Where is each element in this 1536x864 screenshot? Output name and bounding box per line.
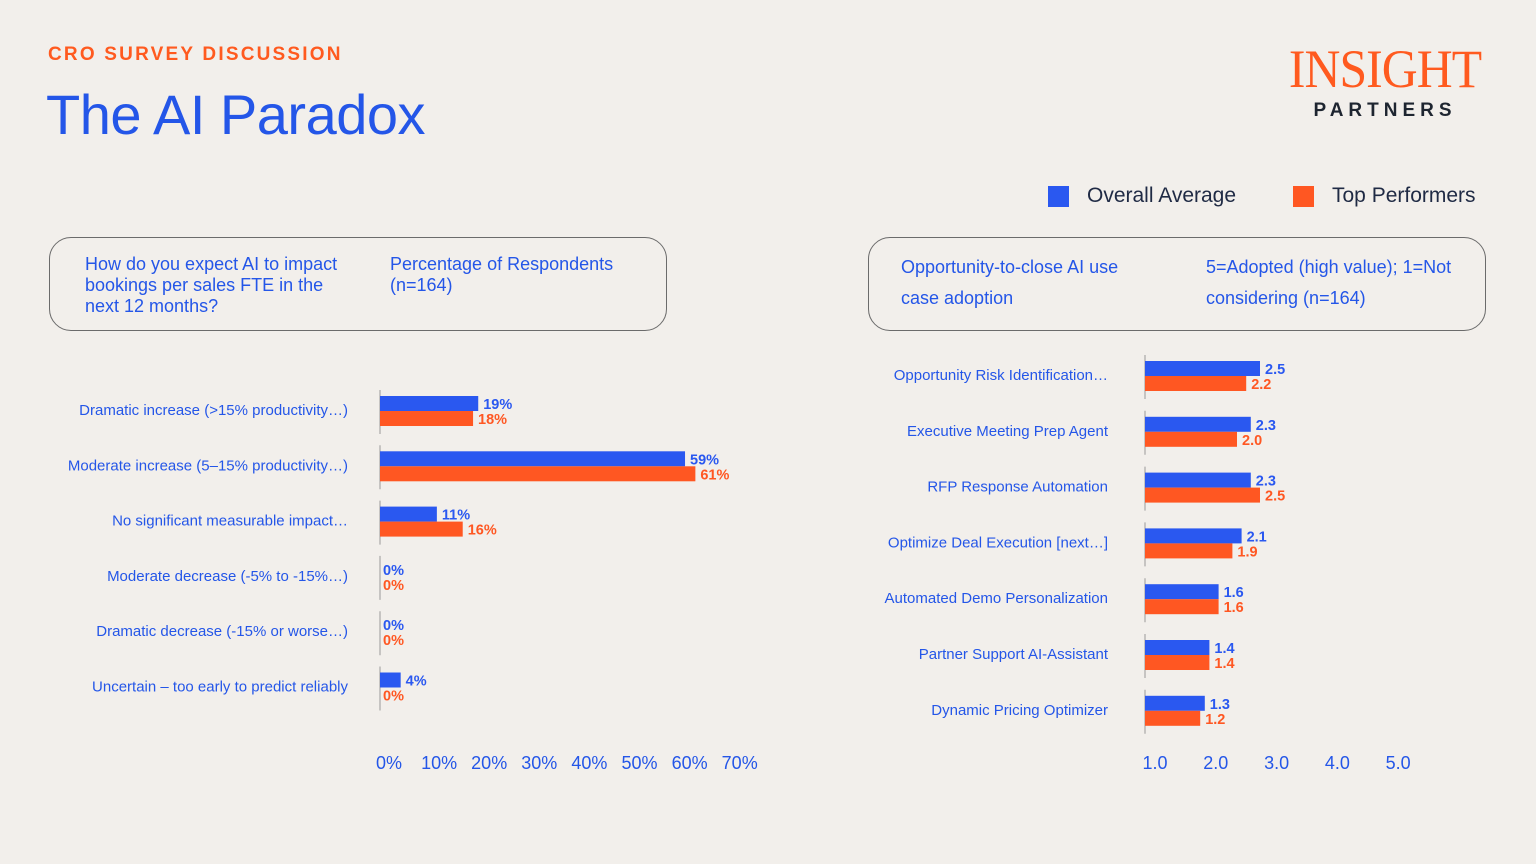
bar-overall-average [380, 672, 401, 688]
data-label: 4% [406, 674, 427, 690]
category-label: Optimize Deal Execution [next…] [888, 534, 1108, 551]
x-tick-label: 70% [722, 753, 758, 773]
data-label: 2.5 [1265, 362, 1285, 378]
category-label: Automated Demo Personalization [885, 590, 1108, 607]
category-label: Dramatic decrease (-15% or worse…) [96, 623, 348, 640]
legend-label: Top Performers [1332, 184, 1476, 207]
category-label: Uncertain – too early to predict reliabl… [92, 679, 348, 696]
bar-overall-average [380, 396, 479, 411]
bar-overall-average [380, 451, 686, 467]
bar-top-performers [380, 411, 474, 426]
data-label: 61% [700, 467, 729, 483]
x-tick-label: 1.0 [1142, 753, 1167, 773]
category-label: Opportunity Risk Identification… [894, 367, 1108, 384]
bar-top-performers [380, 466, 696, 482]
category-label: Executive Meeting Prep Agent [907, 423, 1109, 440]
x-tick-label: 50% [621, 753, 657, 773]
category-label: RFP Response Automation [927, 479, 1108, 496]
x-tick-label: 5.0 [1386, 753, 1411, 773]
legend-item-overall: Overall Average [1048, 184, 1236, 208]
bar-overall-average [1145, 640, 1210, 655]
overall-swatch [1048, 185, 1069, 207]
category-label: Partner Support AI-Assistant [919, 646, 1109, 663]
x-tick-label: 60% [672, 753, 708, 773]
left-question-box: How do you expect AI to impact bookings … [49, 237, 667, 331]
bar-top-performers [1145, 710, 1201, 726]
logo-line1: INSIGHT [1288, 39, 1482, 99]
data-label: 19% [483, 397, 512, 413]
question-text: How do you expect AI to impact bookings … [85, 254, 338, 316]
metric-text: 5=Adopted (high value); 1=Not considerin… [1206, 257, 1452, 308]
data-label: 2.1 [1247, 529, 1267, 545]
bar-overall-average [1145, 584, 1219, 600]
legend-label: Overall Average [1087, 184, 1237, 207]
data-label: 0% [383, 618, 404, 634]
data-label: 1.4 [1214, 641, 1234, 657]
bar-top-performers [1145, 655, 1210, 670]
category-label: Moderate decrease (-5% to -15%…) [107, 568, 348, 585]
category-label: No significant measurable impact… [112, 513, 348, 530]
x-tick-label: 3.0 [1264, 753, 1289, 773]
x-tick-label: 40% [571, 753, 607, 773]
data-label: 2.5 [1265, 489, 1285, 505]
insight-partners-logo: INSIGHT PARTNERS [1270, 42, 1500, 122]
eyebrow-label: CRO SURVEY DISCUSSION [48, 44, 343, 65]
x-tick-label: 20% [471, 753, 507, 773]
data-label: 1.9 [1237, 544, 1257, 560]
bar-top-performers [1145, 376, 1247, 391]
data-label: 2.2 [1251, 377, 1271, 393]
data-label: 18% [478, 412, 507, 428]
page-title: The AI Paradox [46, 83, 426, 146]
top-swatch [1293, 185, 1314, 207]
x-tick-label: 4.0 [1325, 753, 1350, 773]
data-label: 1.3 [1210, 697, 1230, 713]
bar-overall-average [1145, 361, 1260, 376]
bar-top-performers [1145, 487, 1260, 503]
bar-overall-average [380, 506, 437, 522]
x-tick-label: 30% [521, 753, 557, 773]
data-label: 59% [690, 452, 719, 468]
data-label: 2.3 [1256, 474, 1276, 490]
bar-overall-average [1145, 416, 1251, 432]
bar-overall-average [1145, 695, 1205, 711]
bar-top-performers [1145, 599, 1219, 615]
data-label: 0% [383, 689, 404, 705]
data-label: 16% [468, 523, 497, 539]
data-label: 0% [383, 578, 404, 594]
data-label: 1.2 [1205, 712, 1225, 728]
bar-overall-average [1145, 472, 1251, 488]
category-label: Moderate increase (5–15% productivity…) [68, 457, 348, 474]
x-tick-label: 2.0 [1203, 753, 1228, 773]
category-label: Dynamic Pricing Optimizer [931, 702, 1108, 719]
bar-top-performers [1145, 431, 1237, 447]
x-tick-label: 10% [421, 753, 457, 773]
data-label: 2.3 [1256, 418, 1276, 434]
data-label: 1.6 [1224, 600, 1244, 616]
bar-top-performers [1145, 543, 1233, 559]
category-label: Dramatic increase (>15% productivity…) [79, 402, 348, 419]
bar-overall-average [1145, 528, 1242, 544]
data-label: 0% [383, 563, 404, 579]
legend-item-top: Top Performers [1293, 184, 1476, 208]
data-label: 1.4 [1214, 656, 1234, 672]
right-question-box: Opportunity-to-close AI use case adoptio… [868, 237, 1486, 331]
data-label: 2.0 [1242, 433, 1262, 449]
logo-line2: PARTNERS [1313, 100, 1457, 121]
x-tick-label: 0% [376, 753, 402, 773]
data-label: 0% [383, 633, 404, 649]
data-label: 1.6 [1224, 585, 1244, 601]
question-text: Opportunity-to-close AI use case adoptio… [901, 257, 1119, 308]
bar-top-performers [380, 521, 463, 537]
metric-text: Percentage of Respondents (n=164) [390, 254, 614, 295]
data-label: 11% [442, 508, 470, 524]
